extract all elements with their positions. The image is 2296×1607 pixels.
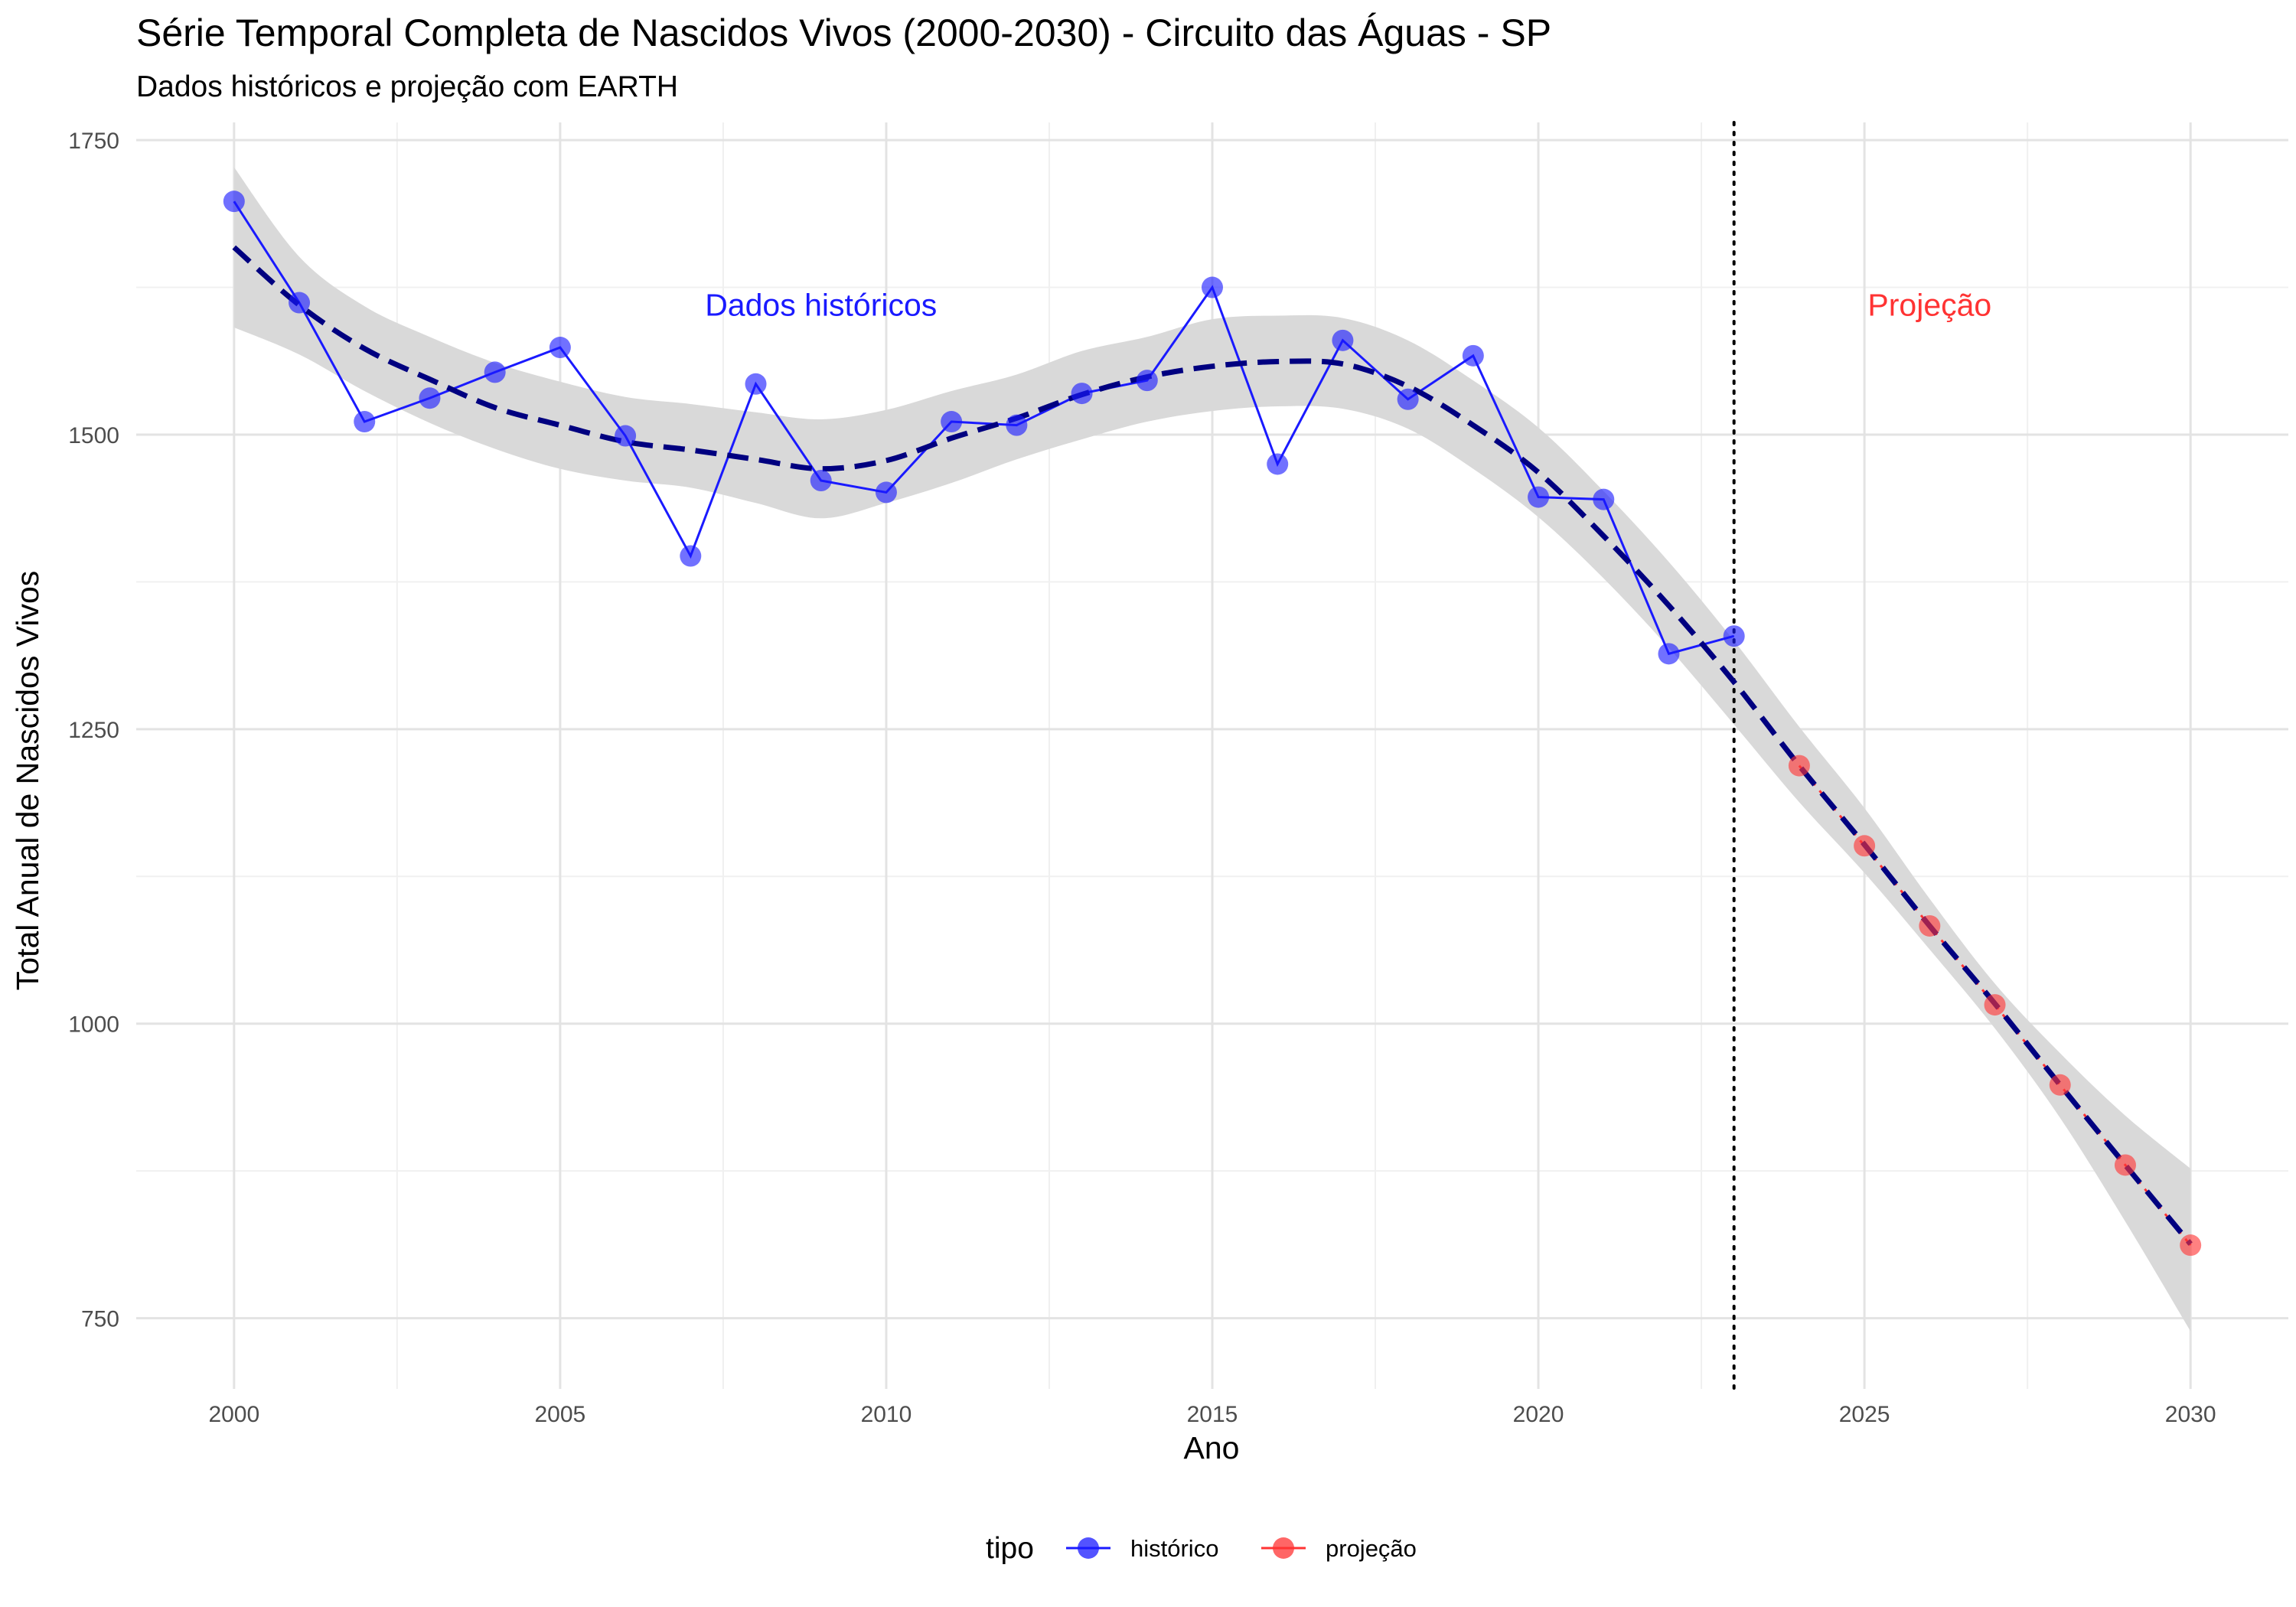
legend-title: tipo bbox=[986, 1532, 1034, 1565]
x-tick-label: 2030 bbox=[2165, 1402, 2216, 1427]
y-axis-title: Total Anual de Nascidos Vivos bbox=[10, 571, 45, 991]
data-point-historico bbox=[549, 337, 571, 359]
legend: tipo histórico projeção bbox=[986, 1532, 1417, 1565]
legend-item: projeção bbox=[1261, 1535, 1417, 1562]
confidence-band-layer bbox=[233, 167, 2191, 1332]
data-point-historico bbox=[1397, 388, 1419, 410]
x-axis-title: Ano bbox=[1184, 1430, 1240, 1465]
x-tick-label: 2015 bbox=[1187, 1402, 1238, 1427]
series-line-historico bbox=[233, 200, 1735, 656]
legend-key-marker bbox=[1078, 1537, 1099, 1559]
trend-line-layer bbox=[232, 245, 2193, 1246]
data-point-historico bbox=[1136, 370, 1158, 392]
data-point-historico bbox=[615, 425, 637, 447]
data-point-historico bbox=[1658, 643, 1680, 665]
x-tick-label: 2000 bbox=[208, 1402, 259, 1427]
data-point-historico bbox=[1006, 414, 1028, 436]
data-point-historico bbox=[1267, 453, 1289, 475]
data-point-historico bbox=[484, 361, 506, 383]
data-point-projecao bbox=[2049, 1074, 2071, 1096]
y-tick-label: 1250 bbox=[68, 718, 119, 743]
y-tick-label: 1500 bbox=[68, 423, 119, 448]
y-tick-label: 750 bbox=[81, 1307, 119, 1332]
data-point-historico bbox=[745, 373, 767, 395]
data-point-historico bbox=[875, 481, 897, 504]
confidence-band bbox=[233, 167, 2191, 1332]
x-tick-label: 2020 bbox=[1513, 1402, 1564, 1427]
tick-label-layer: 2000 2005 2010 2015 2020 2025 2030 750 1000 1250 1… bbox=[68, 129, 2216, 1427]
x-tick-label: 2005 bbox=[535, 1402, 586, 1427]
data-point-projecao bbox=[2114, 1154, 2136, 1176]
data-point-projecao bbox=[1854, 835, 1876, 857]
data-point-historico bbox=[223, 191, 245, 213]
annotation-label: Projeção bbox=[1867, 288, 1991, 323]
legend-label: projeção bbox=[1326, 1535, 1417, 1562]
grid bbox=[136, 122, 2288, 1389]
data-point-projecao bbox=[1919, 914, 1941, 937]
data-point-historico bbox=[1332, 329, 1354, 351]
y-tick-label: 1000 bbox=[68, 1012, 119, 1038]
data-point-historico bbox=[1593, 488, 1615, 510]
data-point-projecao bbox=[1788, 755, 1810, 777]
data-point-historico bbox=[289, 292, 311, 314]
data-point-historico bbox=[810, 470, 832, 492]
data-point-historico bbox=[1071, 383, 1093, 405]
data-point-projecao bbox=[1984, 994, 2006, 1016]
data-point-historico bbox=[419, 387, 441, 409]
trend-line bbox=[232, 245, 2193, 1246]
data-point-layer bbox=[223, 191, 2202, 1257]
legend-item: histórico bbox=[1066, 1535, 1218, 1562]
data-point-historico bbox=[1202, 276, 1223, 298]
data-point-historico bbox=[1528, 486, 1550, 508]
legend-key-marker bbox=[1273, 1537, 1294, 1559]
data-point-historico bbox=[354, 411, 376, 433]
data-point-historico bbox=[1723, 625, 1745, 647]
data-point-historico bbox=[680, 545, 702, 567]
annotation-layer: Dados históricos Projeção bbox=[705, 288, 1991, 323]
data-point-historico bbox=[941, 411, 963, 433]
chart-title: Série Temporal Completa de Nascidos Vivo… bbox=[136, 11, 1551, 54]
x-tick-label: 2010 bbox=[861, 1402, 912, 1427]
data-point-historico bbox=[1462, 344, 1484, 367]
chart-subtitle: Dados históricos e projeção com EARTH bbox=[136, 70, 678, 103]
legend-label: histórico bbox=[1130, 1535, 1218, 1562]
y-tick-label: 1750 bbox=[68, 129, 119, 154]
annotation-label: Dados históricos bbox=[705, 288, 937, 323]
x-tick-label: 2025 bbox=[1839, 1402, 1890, 1427]
data-point-projecao bbox=[2180, 1234, 2202, 1257]
